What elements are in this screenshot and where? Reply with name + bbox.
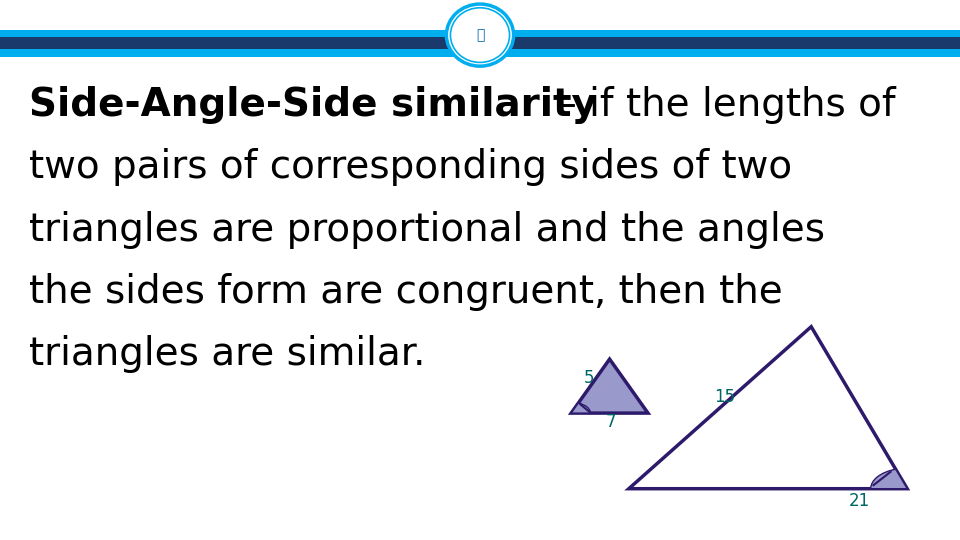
Bar — [0, 37, 960, 49]
Text: triangles are similar.: triangles are similar. — [29, 335, 425, 373]
Wedge shape — [571, 403, 590, 413]
Text: 📚: 📚 — [476, 28, 484, 42]
Text: two pairs of corresponding sides of two: two pairs of corresponding sides of two — [29, 148, 792, 186]
Text: – if the lengths of: – if the lengths of — [545, 86, 896, 124]
Bar — [0, 30, 960, 57]
Polygon shape — [629, 327, 907, 489]
Text: 15: 15 — [714, 388, 735, 406]
Text: 5: 5 — [585, 369, 594, 387]
Text: triangles are proportional and the angles: triangles are proportional and the angle… — [29, 211, 825, 248]
Ellipse shape — [450, 8, 510, 63]
Text: the sides form are congruent, then the: the sides form are congruent, then the — [29, 273, 782, 310]
Text: 21: 21 — [849, 491, 870, 510]
Polygon shape — [571, 359, 648, 413]
Text: Side-Angle-Side similarity: Side-Angle-Side similarity — [29, 86, 597, 124]
Wedge shape — [871, 469, 907, 489]
Ellipse shape — [446, 4, 514, 66]
Text: 7: 7 — [606, 413, 615, 431]
